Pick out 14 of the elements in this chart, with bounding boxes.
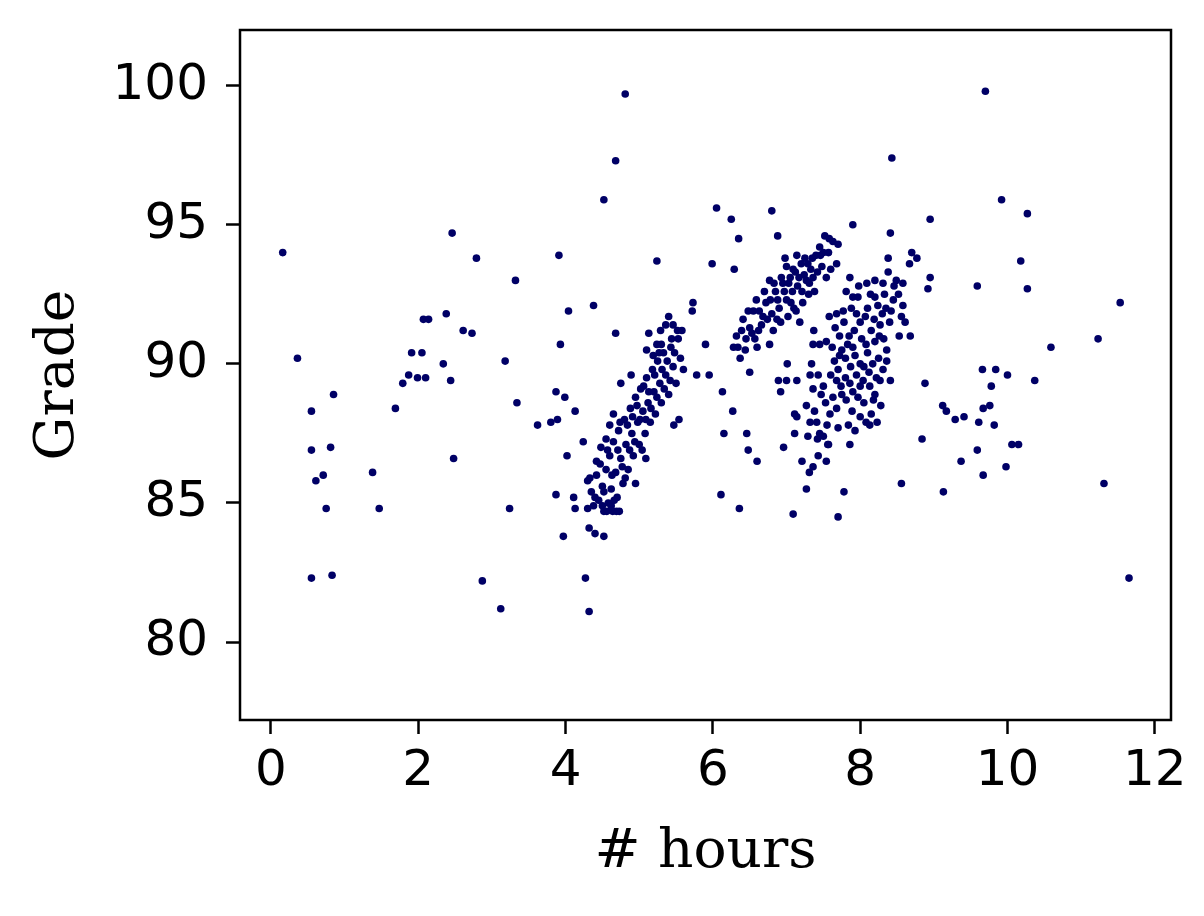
y-tick-label: 85 xyxy=(144,469,208,528)
y-axis-title: Grade xyxy=(22,289,87,461)
y-tick-label: 100 xyxy=(112,52,208,111)
x-axis-title: # hours xyxy=(594,816,817,881)
x-tick-label: 6 xyxy=(696,738,729,797)
x-tick-label: 12 xyxy=(1122,738,1187,797)
y-tick-label: 90 xyxy=(144,330,208,389)
y-tick-label: 95 xyxy=(144,191,208,250)
x-tick-label: 8 xyxy=(844,738,877,797)
x-tick-label: 2 xyxy=(402,738,435,797)
y-tick-label: 80 xyxy=(144,609,208,668)
x-tick-label: 10 xyxy=(975,738,1040,797)
x-tick-label: 4 xyxy=(549,738,582,797)
x-tick-label: 0 xyxy=(255,738,287,797)
